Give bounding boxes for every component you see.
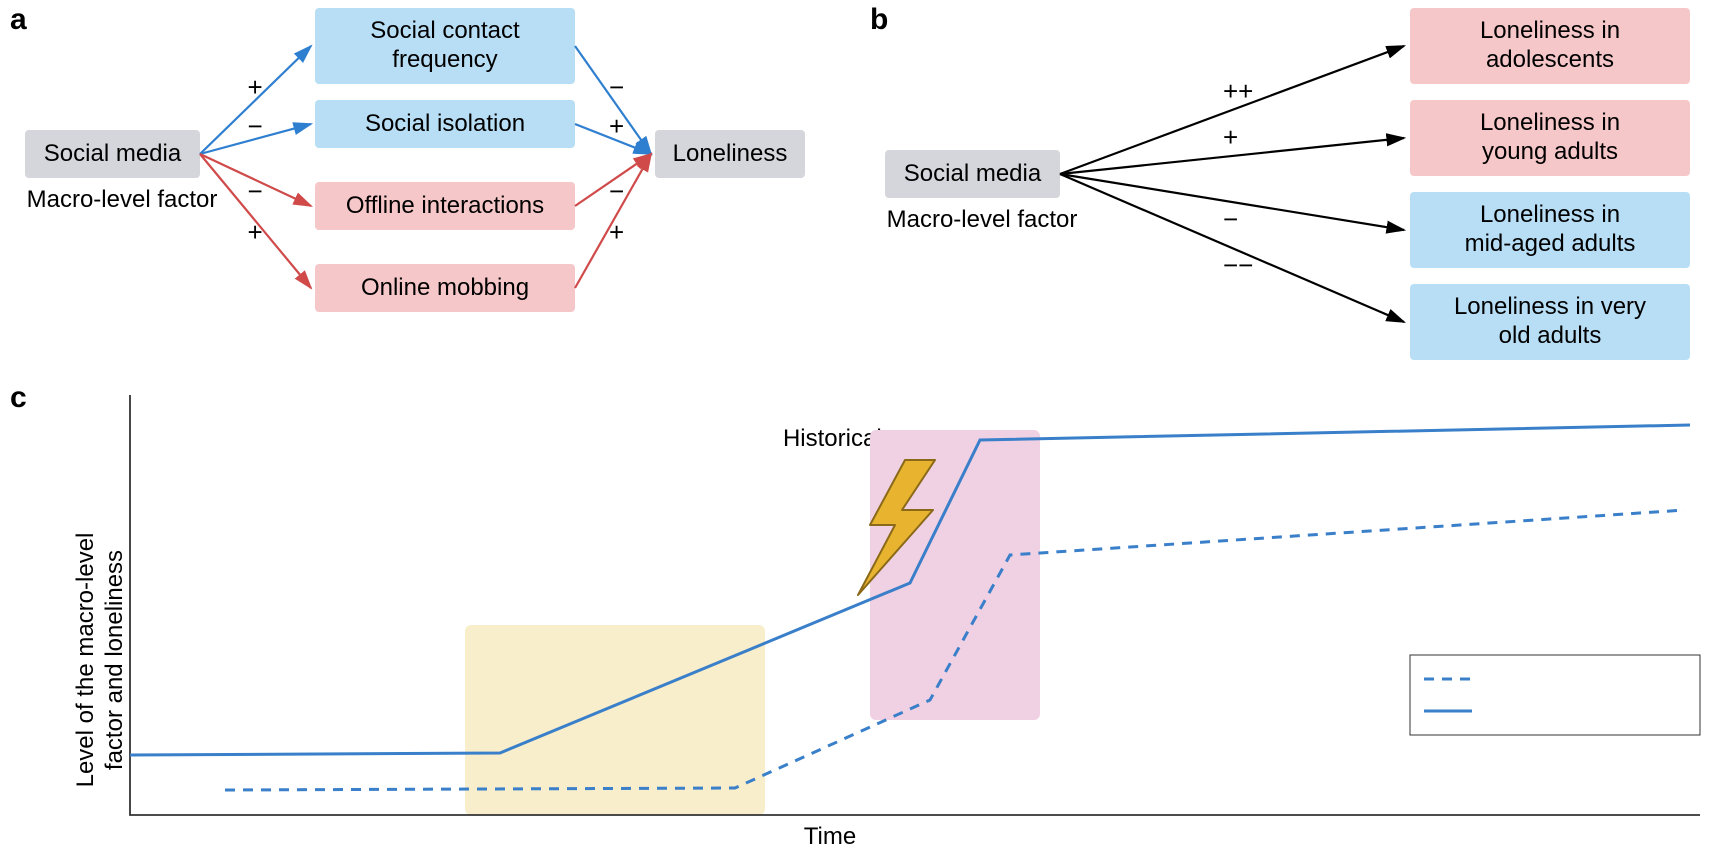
arrow-b-adolescents xyxy=(1060,46,1404,174)
sign-b-midaged: − xyxy=(1223,204,1238,235)
sign-a-in-isolation: − xyxy=(248,111,263,142)
panel-a-target-box: Loneliness xyxy=(655,130,805,178)
historical-event-label: Historical event xyxy=(755,425,975,454)
sign-a-out-offline: − xyxy=(609,176,624,207)
sign-b-young: + xyxy=(1223,122,1238,153)
sign-b-adolescents: ++ xyxy=(1223,76,1253,107)
panel-b-target-veryold: Loneliness in very old adults xyxy=(1410,284,1690,360)
sign-b-veryold: −− xyxy=(1223,250,1253,281)
panel-b-target-young: Loneliness in young adults xyxy=(1410,100,1690,176)
panel-a-letter: a xyxy=(10,2,27,38)
legend-label-loneliness: Loneliness xyxy=(1484,665,1589,691)
sign-a-out-mobbing: + xyxy=(609,217,624,248)
sign-a-in-contactFreq: + xyxy=(248,72,263,103)
panel-b-letter: b xyxy=(870,2,888,38)
sign-a-in-offline: − xyxy=(248,176,263,207)
panel-c-letter: c xyxy=(10,380,27,416)
panel-b-target-adolescents: Loneliness in adolescents xyxy=(1410,8,1690,84)
highlight-pink xyxy=(870,430,1040,720)
panel-b-source-box: Social media xyxy=(885,150,1060,198)
x-axis-label: Time xyxy=(770,823,890,852)
panel-a-mediator-contactFreq: Social contact frequency xyxy=(315,8,575,84)
legend-label-macro: Macro-level factor xyxy=(1484,697,1659,723)
panel-a-source-box: Social media xyxy=(25,130,200,178)
sign-a-in-mobbing: + xyxy=(248,217,263,248)
sign-a-out-contactFreq: − xyxy=(609,72,624,103)
series-loneliness xyxy=(225,510,1685,790)
y-axis-label: Level of the macro-level factor and lone… xyxy=(72,510,130,810)
axes xyxy=(130,395,1700,815)
arrow-b-veryold xyxy=(1060,174,1404,322)
highlight-yellow xyxy=(465,625,765,815)
panel-a-source-sublabel: Macro-level factor xyxy=(7,186,237,215)
series-macro xyxy=(130,425,1690,755)
panel-a-mediator-offline: Offline interactions xyxy=(315,182,575,230)
panel-b-source-sublabel: Macro-level factor xyxy=(867,206,1097,235)
panel-a-mediator-isolation: Social isolation xyxy=(315,100,575,148)
panel-a-mediator-mobbing: Online mobbing xyxy=(315,264,575,312)
panel-b-target-midaged: Loneliness in mid-aged adults xyxy=(1410,192,1690,268)
sign-a-out-isolation: + xyxy=(609,111,624,142)
lightning-icon xyxy=(858,460,935,595)
